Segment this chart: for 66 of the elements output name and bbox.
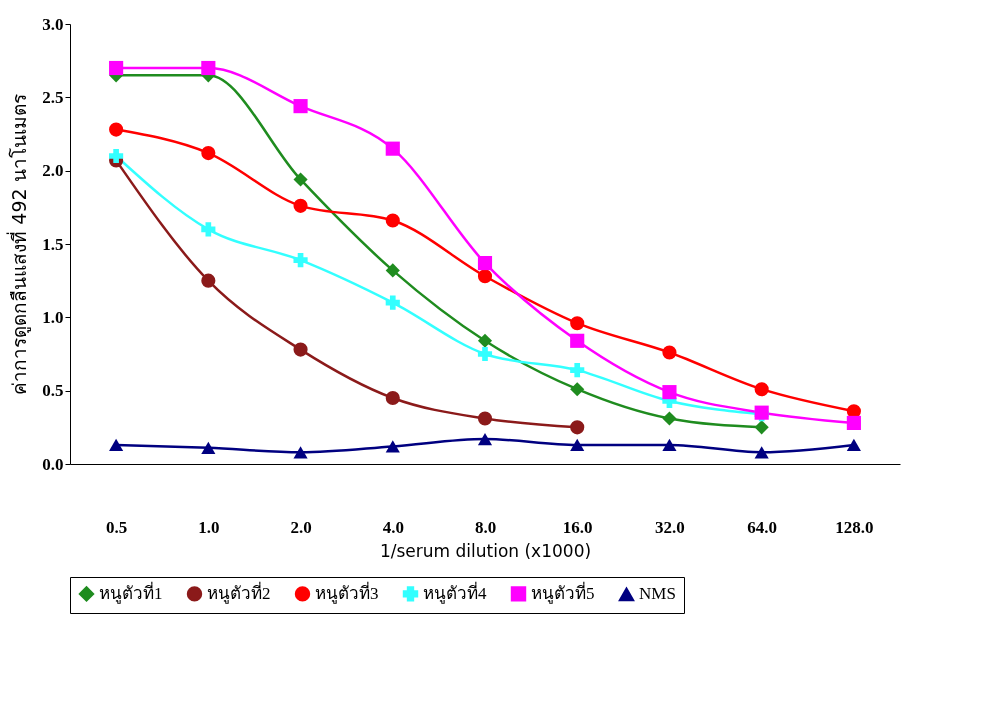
point [293,253,308,268]
y-tick-label: 0.5 [42,381,64,401]
x-tick-label: 1.0 [198,517,220,537]
x-axis-title: 1/serum dilution (x1000) [379,540,592,561]
point [293,342,308,357]
point [201,60,216,76]
point [754,382,769,397]
point [293,446,308,459]
point [754,446,769,459]
y-tick-label: 1.0 [42,307,64,327]
x-tick-label: 8.0 [474,517,497,537]
point [293,99,308,114]
point [385,295,400,310]
x-tick-label: 16.0 [562,517,593,537]
point [570,382,585,397]
point [109,438,124,452]
x-tick-label: 2.0 [290,517,312,537]
x-tick-label: 64.0 [747,517,778,537]
x-tick-label: 4.0 [382,517,404,537]
point [662,345,677,360]
point [570,316,585,331]
point [293,172,308,187]
legend-label: หนูตัวที่3 [315,580,379,604]
legend-label: หนูตัวที่5 [531,580,595,604]
point [293,198,308,213]
point [846,438,861,452]
point [109,148,124,164]
point [201,222,216,237]
point [201,441,216,454]
y-tick-label: 2.5 [42,87,64,107]
point [570,333,585,348]
legend-label: หนูตัวที่1 [99,580,163,604]
point [385,390,400,406]
point [570,438,585,452]
point [754,420,769,435]
x-tick-label: 128.0 [835,517,874,537]
point [201,273,216,288]
point [662,411,677,426]
point [385,213,400,228]
point [109,122,124,137]
point [477,333,493,348]
point [477,346,493,362]
point [662,385,677,400]
point [570,363,585,378]
point [662,438,677,452]
point [477,269,493,284]
legend-label: NMS [639,584,676,604]
y-axis-title: ค่าการดูดกลืนแสงที่ 492 นาโนเมตร [6,94,32,395]
y-tick-label: 0.0 [42,454,64,474]
point [385,440,400,453]
point [477,256,493,271]
legend-label: หนูตัวที่4 [423,580,487,604]
point [477,432,493,446]
y-tick-label: 1.5 [42,234,64,254]
legend-label: หนูตัวที่2 [207,580,271,604]
x-tick-label: 0.5 [105,517,128,537]
point [385,263,400,278]
point [385,141,400,156]
y-tick-label: 2.0 [42,161,64,181]
x-tick-label: 32.0 [655,517,685,537]
point [570,420,585,435]
point [846,415,861,430]
y-tick-label: 3.0 [42,14,64,34]
point [477,411,493,426]
point [109,60,124,76]
point [201,146,216,161]
